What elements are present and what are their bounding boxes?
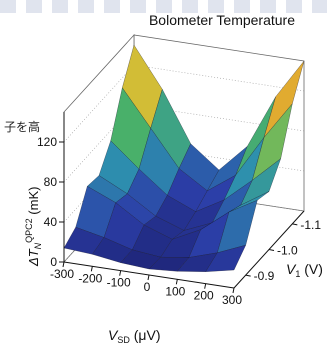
x-label-sub: SD [117,335,130,345]
x-tick [119,270,122,276]
z-tick-label: 120 [37,135,57,149]
z-label-sup: QPC2 [24,218,34,243]
x-tick-label: 300 [222,293,242,307]
x-tick [90,266,93,272]
y-tick-label: -1.0 [277,244,298,258]
z-label-unit: (mK) [26,187,41,219]
x-tick-label: 200 [194,289,214,303]
z-label-sub: N [33,242,43,249]
axes: -300 -200 -100 0 100 200 300 -0.9-1.0-1.1 0 40 80 1… [37,112,321,307]
y-tick [292,223,298,226]
chart-title: Bolometer Temperature [149,12,295,28]
x-label-main: V [108,327,119,343]
x-tick-label: 0 [144,280,151,294]
y-tick-label: -1.1 [300,218,321,232]
x-tick-label: -100 [107,276,131,290]
z-tick-label: 80 [44,175,58,189]
svg-text:ΔTNQPC2 (mK): ΔTNQPC2 (mK) [24,187,43,267]
x-tick [175,279,178,285]
x-tick [232,287,235,294]
y-axis-label: V1 (V) [286,261,323,279]
z-tick-label: 0 [50,255,57,269]
y-label-sub: 1 [295,269,300,279]
svg-text:VSD (μV): VSD (μV) [108,327,160,345]
y-tick-label: -0.9 [254,269,275,283]
x-tick [147,274,150,281]
y-tick [268,249,275,251]
y-label-main: V [286,261,297,277]
x-tick [62,261,65,268]
z-axis-label: ΔTNQPC2 (mK) [24,187,43,267]
z-tick-label: 40 [44,215,58,229]
x-tick [204,283,207,289]
surface-patch [205,244,247,272]
z-label-prefix: ΔT [26,248,41,267]
y-label-unit: (V) [300,261,323,277]
header-strip [0,0,327,13]
x-tick-label: 100 [165,284,185,298]
x-tick-label: -300 [50,267,74,281]
x-axis-label: VSD (μV) [108,327,160,345]
background-text-fragment: 子を高 [4,120,41,134]
surface-mesh [63,44,305,272]
x-label-unit: (μV) [130,327,161,343]
x-tick-label: -200 [78,271,102,285]
svg-text:V1 (V): V1 (V) [286,261,323,279]
y-tick [245,274,251,277]
